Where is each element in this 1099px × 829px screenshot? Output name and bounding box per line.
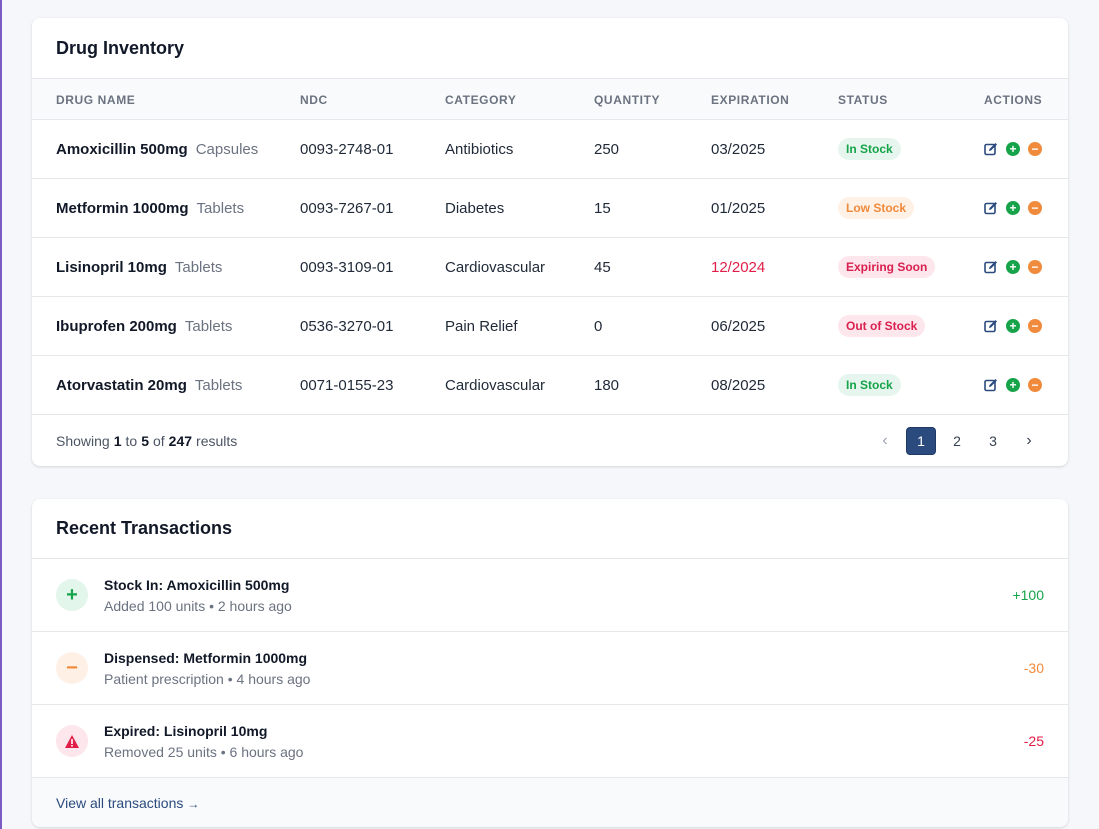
drug-name: Metformin 1000mg	[56, 199, 189, 217]
row-actions: + −	[984, 201, 1042, 215]
add-stock-icon[interactable]: +	[1006, 260, 1020, 274]
drug-name: Ibuprofen 200mg	[56, 317, 177, 335]
transaction-item: + Stock In: Amoxicillin 500mg Added 100 …	[32, 559, 1068, 632]
status-badge: In Stock	[838, 138, 901, 160]
row-actions: + −	[984, 260, 1042, 274]
status-badge: Expiring Soon	[838, 256, 936, 278]
next-page-button[interactable]: ›	[1026, 432, 1032, 449]
table-row: Amoxicillin 500mg Capsules 0093-2748-01 …	[32, 120, 1068, 179]
add-stock-icon[interactable]: +	[1006, 319, 1020, 333]
edit-icon[interactable]	[984, 142, 998, 156]
left-border	[0, 0, 2, 829]
drug-expiration: 03/2025	[711, 140, 766, 158]
pagination: ‹ 1 2 3 ›	[870, 427, 1044, 455]
table-row: Atorvastatin 20mg Tablets 0071-0155-23 C…	[32, 356, 1068, 415]
remove-stock-icon[interactable]: −	[1028, 319, 1042, 333]
col-drug-name: Drug Name	[56, 92, 136, 107]
table-header: Drug Name NDC Category Quantity Expirati…	[32, 79, 1068, 120]
drug-quantity: 45	[594, 258, 611, 276]
add-stock-icon[interactable]: +	[1006, 378, 1020, 392]
transaction-amount: -30	[1023, 660, 1044, 676]
transactions-title: Recent Transactions	[32, 499, 1068, 559]
transaction-title: Expired: Lisinopril 10mg	[104, 723, 268, 739]
drug-expiration: 08/2025	[711, 376, 766, 394]
transaction-amount: +100	[1012, 587, 1044, 603]
page-button-1[interactable]: 1	[906, 427, 936, 455]
row-actions: + −	[984, 378, 1042, 392]
status-badge: In Stock	[838, 374, 901, 396]
page-button-2[interactable]: 2	[953, 433, 961, 449]
drug-category: Antibiotics	[445, 140, 514, 158]
view-all-footer: View all transactions →	[32, 778, 1068, 827]
drug-category: Pain Relief	[445, 317, 518, 335]
drug-ndc: 0071-0155-23	[300, 376, 394, 394]
transaction-detail: Patient prescription • 4 hours ago	[104, 671, 311, 687]
add-stock-icon[interactable]: +	[1006, 142, 1020, 156]
drug-category: Diabetes	[445, 199, 505, 217]
drug-form: Tablets	[194, 376, 243, 394]
row-actions: + −	[984, 319, 1042, 333]
col-expiration: Expiration	[711, 92, 790, 107]
drug-quantity: 15	[594, 199, 611, 217]
page-button-3[interactable]: 3	[989, 433, 997, 449]
transaction-item: Expired: Lisinopril 10mg Removed 25 unit…	[32, 705, 1068, 778]
col-status: Status	[838, 92, 888, 107]
remove-stock-icon[interactable]: −	[1028, 378, 1042, 392]
drug-name: Atorvastatin 20mg	[56, 376, 187, 394]
drug-form: Tablets	[184, 317, 233, 335]
drug-ndc: 0093-3109-01	[300, 258, 394, 276]
drug-inventory-card: Drug Inventory Drug Name NDC Category Qu…	[32, 18, 1068, 466]
remove-stock-icon[interactable]: −	[1028, 201, 1042, 215]
stock-in-icon: +	[56, 579, 88, 611]
status-badge: Out of Stock	[838, 315, 926, 337]
transaction-detail: Removed 25 units • 6 hours ago	[104, 744, 304, 760]
remove-stock-icon[interactable]: −	[1028, 260, 1042, 274]
drug-form: Tablets	[196, 199, 245, 217]
drug-name: Amoxicillin 500mg	[56, 140, 188, 158]
results-summary: Showing 1 to 5 of 247 results	[56, 433, 238, 449]
transaction-item: − Dispensed: Metformin 1000mg Patient pr…	[32, 632, 1068, 705]
edit-icon[interactable]	[984, 260, 998, 274]
drug-form: Capsules	[195, 140, 259, 158]
row-actions: + −	[984, 142, 1042, 156]
drug-ndc: 0536-3270-01	[300, 317, 394, 335]
warning-icon	[56, 725, 88, 757]
add-stock-icon[interactable]: +	[1006, 201, 1020, 215]
transaction-title: Stock In: Amoxicillin 500mg	[104, 577, 290, 593]
view-all-transactions-link[interactable]: View all transactions →	[56, 795, 200, 811]
drug-category: Cardiovascular	[445, 258, 546, 276]
transaction-amount: -25	[1023, 733, 1044, 749]
remove-stock-icon[interactable]: −	[1028, 142, 1042, 156]
col-actions: Actions	[984, 92, 1043, 107]
transaction-detail: Added 100 units • 2 hours ago	[104, 598, 292, 614]
col-quantity: Quantity	[594, 92, 661, 107]
inventory-title: Drug Inventory	[32, 18, 1068, 79]
drug-quantity: 180	[594, 376, 620, 394]
col-category: Category	[445, 92, 517, 107]
dispensed-icon: −	[56, 652, 88, 684]
drug-name: Lisinopril 10mg	[56, 258, 167, 276]
drug-quantity: 0	[594, 317, 603, 335]
drug-expiration: 12/2024	[711, 258, 766, 276]
edit-icon[interactable]	[984, 319, 998, 333]
prev-page-button[interactable]: ‹	[882, 432, 888, 449]
edit-icon[interactable]	[984, 378, 998, 392]
drug-expiration: 01/2025	[711, 199, 766, 217]
pagination-bar: Showing 1 to 5 of 247 results ‹ 1 2 3 ›	[32, 415, 1068, 466]
drug-category: Cardiovascular	[445, 376, 546, 394]
recent-transactions-card: Recent Transactions + Stock In: Amoxicil…	[32, 499, 1068, 827]
arrow-right-icon: →	[187, 797, 200, 811]
drug-form: Tablets	[174, 258, 223, 276]
table-row: Lisinopril 10mg Tablets 0093-3109-01 Car…	[32, 238, 1068, 297]
drug-expiration: 06/2025	[711, 317, 766, 335]
table-row: Ibuprofen 200mg Tablets 0536-3270-01 Pai…	[32, 297, 1068, 356]
col-ndc: NDC	[300, 92, 328, 107]
drug-ndc: 0093-7267-01	[300, 199, 394, 217]
table-row: Metformin 1000mg Tablets 0093-7267-01 Di…	[32, 179, 1068, 238]
transaction-title: Dispensed: Metformin 1000mg	[104, 650, 308, 666]
status-badge: Low Stock	[838, 197, 915, 219]
drug-ndc: 0093-2748-01	[300, 140, 394, 158]
edit-icon[interactable]	[984, 201, 998, 215]
drug-quantity: 250	[594, 140, 620, 158]
